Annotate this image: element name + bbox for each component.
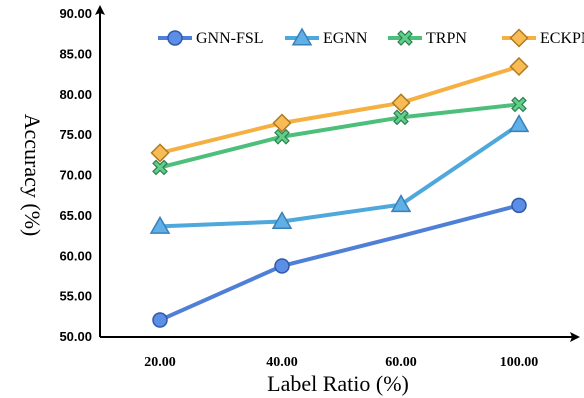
legend-item-eckpn: ECKPN <box>502 28 584 48</box>
y-tick-label: 90.00 <box>59 6 92 21</box>
series-line <box>159 122 521 229</box>
series-layer <box>149 56 530 328</box>
legend-marker <box>167 30 183 46</box>
data-point <box>274 128 290 145</box>
x-tick-label: 20.00 <box>144 355 176 370</box>
y-tick-labels: 50.00 55.00 60.00 65.00 70.00 75.00 80.00 85.00… <box>59 6 92 344</box>
series-trpn <box>152 96 527 176</box>
series-egnn <box>149 114 530 234</box>
y-axis-label: Accuracy (%) <box>20 114 45 237</box>
data-point <box>150 143 170 163</box>
series-line <box>159 203 520 322</box>
data-point <box>272 113 292 133</box>
series-line <box>159 64 520 155</box>
data-point <box>152 312 168 328</box>
data-point <box>508 114 530 133</box>
data-point <box>152 159 168 176</box>
legend-label: GNN-FSL <box>196 30 264 47</box>
data-point <box>271 211 293 230</box>
data-point <box>274 258 290 274</box>
legend-label: ECKPN <box>540 30 584 47</box>
legend-marker <box>509 28 529 48</box>
legend: GNN-FSL EGNN TRPN ECKPN <box>158 27 584 48</box>
data-point <box>391 93 411 113</box>
series-line <box>159 102 520 170</box>
data-point <box>390 194 412 213</box>
legend-label: EGNN <box>323 30 368 47</box>
y-tick-label: 70.00 <box>59 168 92 183</box>
y-tick-label: 55.00 <box>59 289 92 304</box>
legend-marker <box>291 27 313 46</box>
y-tick-label: 50.00 <box>59 329 92 344</box>
data-point <box>149 215 171 234</box>
series-eckpn <box>150 56 529 163</box>
y-tick-label: 75.00 <box>59 127 92 142</box>
x-tick-labels: 20.00 40.00 60.00 100.00 <box>144 355 538 370</box>
data-point <box>511 96 527 113</box>
axes <box>95 5 580 342</box>
x-tick-label: 40.00 <box>266 355 298 370</box>
y-tick-label: 65.00 <box>59 208 92 223</box>
legend-marker <box>397 30 413 46</box>
y-tick-label: 60.00 <box>59 248 92 263</box>
legend-item-egnn: EGNN <box>285 27 368 47</box>
legend-item-trpn: TRPN <box>388 30 467 47</box>
legend-item-gnn-fsl: GNN-FSL <box>158 30 264 47</box>
y-tick-label: 85.00 <box>59 46 92 61</box>
y-tick-label: 80.00 <box>59 87 92 102</box>
x-tick-label: 60.00 <box>385 355 417 370</box>
legend-label: TRPN <box>426 30 467 47</box>
x-axis-label: Label Ratio (%) <box>267 371 409 396</box>
series-gnn-fsl <box>152 197 527 328</box>
data-point <box>393 109 409 126</box>
x-tick-label: 100.00 <box>500 355 539 370</box>
data-point <box>509 56 529 77</box>
data-point <box>511 197 527 214</box>
